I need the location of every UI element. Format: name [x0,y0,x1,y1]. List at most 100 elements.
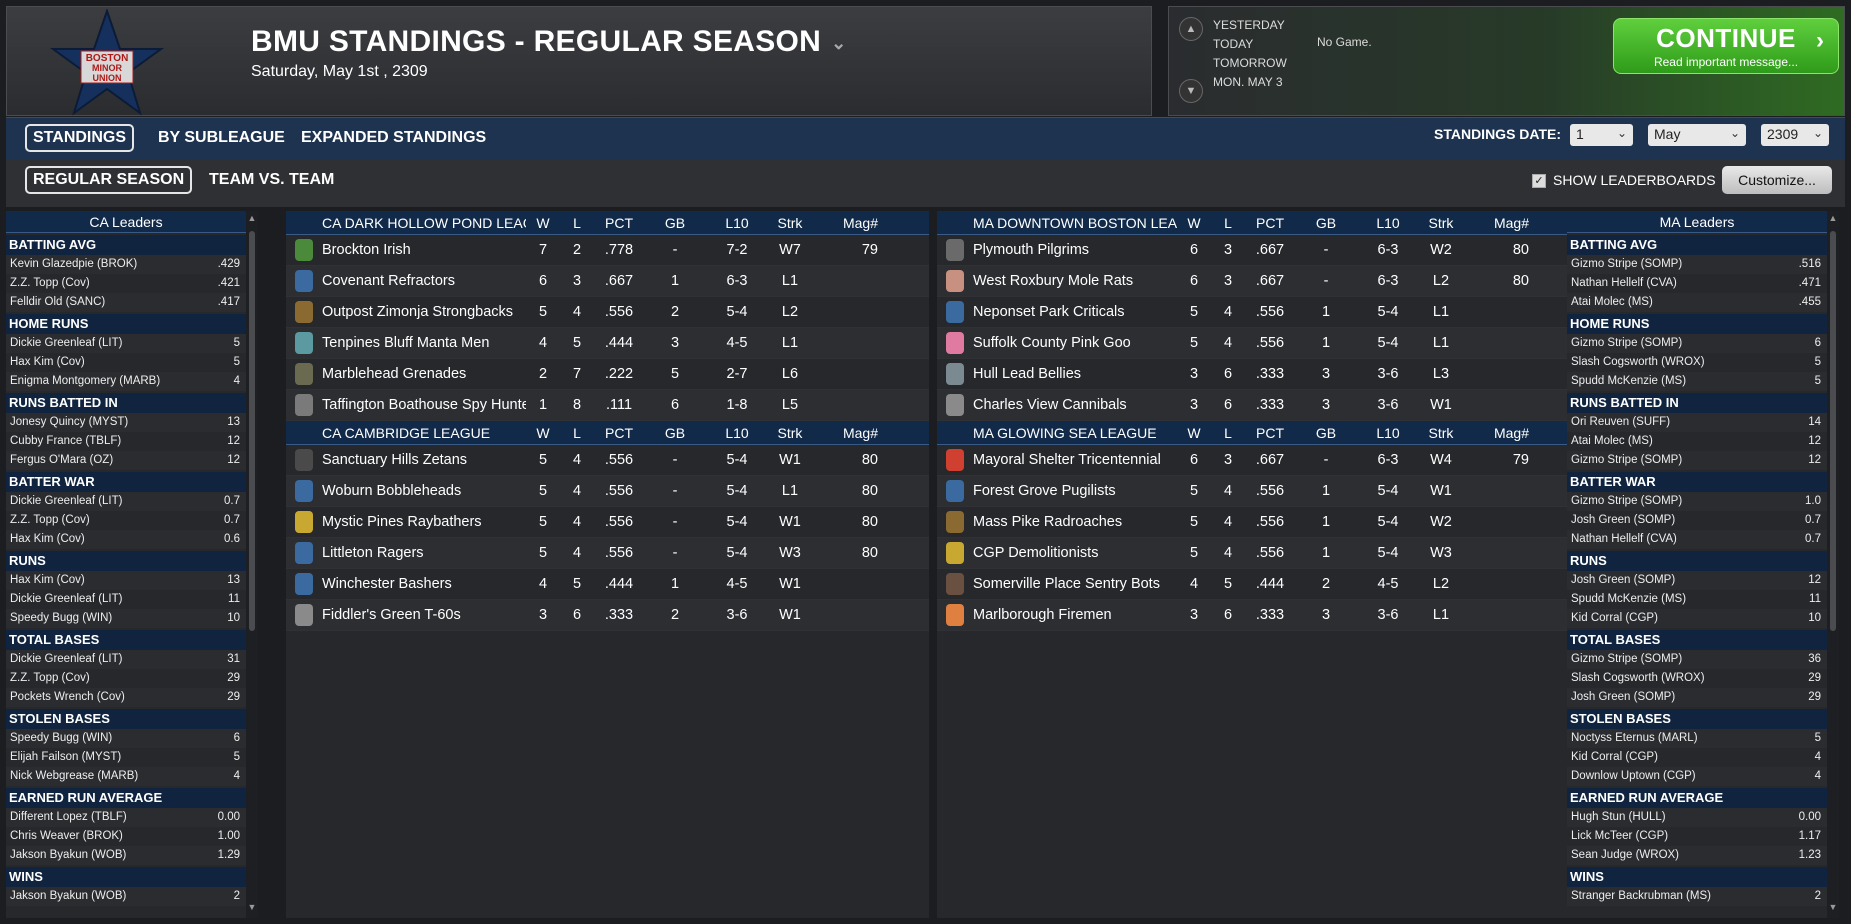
player-name[interactable]: Josh Green (SOMP) [1571,514,1676,526]
leader-row[interactable]: Kid Corral (CGP) 10 [1567,609,1827,628]
league-name[interactable]: MA GLOWING SEA LEAGUE [973,424,1157,441]
team-row[interactable]: Taffington Boathouse Spy Hunters 1 8 .111 6 1… [286,390,929,421]
team-row[interactable]: Suffolk County Pink Goo 5 4 .556 1 5-4 L1 [937,328,1580,359]
leader-row[interactable]: Kid Corral (CGP) 4 [1567,748,1827,767]
team-row[interactable]: Plymouth Pilgrims 6 3 .667 - 6-3 W2 80 [937,235,1580,266]
column-header[interactable]: GB [1315,214,1337,231]
continue-button[interactable]: CONTINUE Read important message... › [1613,18,1839,74]
player-name[interactable]: Jakson Byakun (WOB) [10,890,127,902]
player-name[interactable]: Hax Kim (Cov) [10,574,85,586]
player-name[interactable]: Downlow Uptown (CGP) [1571,770,1696,782]
player-name[interactable]: Pockets Wrench (Cov) [10,691,125,703]
leader-row[interactable]: Z.Z. Topp (Cov) 0.7 [6,511,246,530]
team-row[interactable]: Sanctuary Hills Zetans 5 4 .556 - 5-4 W1 80 [286,445,929,476]
schedule-day[interactable]: TOMORROW [1213,56,1287,70]
leader-row[interactable]: Speedy Bugg (WIN) 10 [6,609,246,628]
leader-row[interactable]: Noctyss Eternus (MARL) 5 [1567,729,1827,748]
team-row[interactable]: Forest Grove Pugilists 5 4 .556 1 5-4 W1 [937,476,1580,507]
player-name[interactable]: Noctyss Eternus (MARL) [1571,732,1698,744]
leader-row[interactable]: Atai Molec (MS) .455 [1567,293,1827,312]
player-name[interactable]: Z.Z. Topp (Cov) [10,672,90,684]
leader-row[interactable]: Fergus O'Mara (OZ) 12 [6,451,246,470]
team-row[interactable]: Fiddler's Green T-60s 3 6 .333 2 3-6 W1 [286,600,929,631]
leader-row[interactable]: Lick McTeer (CGP) 1.17 [1567,827,1827,846]
scrollbar[interactable]: ▲ ▼ [1827,211,1839,918]
leader-row[interactable]: Jakson Byakun (WOB) 2 [6,887,246,906]
page-title[interactable]: BMU STANDINGS - REGULAR SEASON [251,25,822,58]
schedule-day[interactable]: TODAY [1213,37,1254,51]
column-header[interactable]: PCT [605,214,633,231]
player-name[interactable]: Spudd McKenzie (MS) [1571,593,1687,605]
scroll-down-icon[interactable]: ▼ [1828,902,1838,912]
player-name[interactable]: Gizmo Stripe (SOMP) [1571,454,1683,466]
column-header[interactable]: GB [664,424,686,441]
player-name[interactable]: Speedy Bugg (WIN) [10,732,113,744]
column-header[interactable]: Strk [777,424,803,441]
column-header[interactable]: Mag# [842,424,878,441]
column-header[interactable]: L10 [1376,214,1400,231]
team-name[interactable]: Suffolk County Pink Goo [973,335,1131,351]
player-name[interactable]: Dickie Greenleaf (LIT) [10,337,123,349]
leader-row[interactable]: Nick Webgrease (MARB) 4 [6,767,246,786]
player-name[interactable]: Z.Z. Topp (Cov) [10,514,90,526]
scroll-up-icon[interactable]: ▲ [1828,213,1838,223]
column-header[interactable]: Strk [777,214,803,231]
player-name[interactable]: Kid Corral (CGP) [1571,612,1658,624]
team-row[interactable]: West Roxbury Mole Rats 6 3 .667 - 6-3 L2 80 [937,266,1580,297]
column-header[interactable]: GB [1315,424,1337,441]
column-header[interactable]: Strk [1428,424,1454,441]
leader-row[interactable]: Jakson Byakun (WOB) 1.29 [6,846,246,865]
player-name[interactable]: Atai Molec (MS) [1571,435,1653,447]
leader-row[interactable]: Sean Judge (WROX) 1.23 [1567,846,1827,865]
player-name[interactable]: Ori Reuven (SUFF) [1571,416,1671,428]
team-name[interactable]: Neponset Park Criticals [973,304,1125,320]
player-name[interactable]: Gizmo Stripe (SOMP) [1571,653,1683,665]
leader-row[interactable]: Speedy Bugg (WIN) 6 [6,729,246,748]
column-header[interactable]: PCT [1256,424,1284,441]
chevron-down-icon[interactable]: ▼ [1179,79,1203,103]
team-row[interactable]: Marblehead Grenades 2 7 .222 5 2-7 L6 [286,359,929,390]
leader-row[interactable]: Dickie Greenleaf (LIT) 31 [6,650,246,669]
leader-row[interactable]: Z.Z. Topp (Cov) 29 [6,669,246,688]
team-name[interactable]: Taffington Boathouse Spy Hunters [322,397,526,413]
column-header[interactable]: L10 [725,214,749,231]
tab-by-subleague[interactable]: BY SUBLEAGUE [158,129,285,146]
player-name[interactable]: Chris Weaver (BROK) [10,830,123,842]
player-name[interactable]: Kevin Glazedpie (BROK) [10,258,138,270]
player-name[interactable]: Hugh Stun (HULL) [1571,811,1666,823]
team-row[interactable]: Hull Lead Bellies 3 6 .333 3 3-6 L3 [937,359,1580,390]
team-row[interactable]: Charles View Cannibals 3 6 .333 3 3-6 W1 [937,390,1580,421]
team-name[interactable]: Charles View Cannibals [973,397,1127,413]
player-name[interactable]: Jakson Byakun (WOB) [10,849,127,861]
column-header[interactable]: Strk [1428,214,1454,231]
column-header[interactable]: Mag# [842,214,878,231]
team-row[interactable]: Neponset Park Criticals 5 4 .556 1 5-4 L1 [937,297,1580,328]
team-name[interactable]: Plymouth Pilgrims [973,242,1090,258]
leader-row[interactable]: Gizmo Stripe (SOMP) 36 [1567,650,1827,669]
player-name[interactable]: Felldir Old (SANC) [10,296,106,308]
player-name[interactable]: Stranger Backrubman (MS) [1571,890,1711,902]
team-name[interactable]: Winchester Bashers [322,576,452,592]
customize-button[interactable]: Customize... [1722,166,1832,194]
show-leaderboards-checkbox[interactable]: ✓ [1532,174,1546,188]
team-name[interactable]: Mayoral Shelter Tricentennial [973,452,1161,468]
leader-row[interactable]: Gizmo Stripe (SOMP) 12 [1567,451,1827,470]
team-row[interactable]: Mass Pike Radroaches 5 4 .556 1 5-4 W2 [937,507,1580,538]
chevron-up-icon[interactable]: ▲ [1179,17,1203,41]
leader-row[interactable]: Hax Kim (Cov) 0.6 [6,530,246,549]
tab-regular-season[interactable]: REGULAR SEASON [25,166,193,194]
leader-row[interactable]: Nathan Hellelf (CVA) .471 [1567,274,1827,293]
team-name[interactable]: Covenant Refractors [322,273,455,289]
column-header[interactable]: PCT [605,424,633,441]
league-name[interactable]: CA DARK HOLLOW POND LEAGUE [322,214,526,231]
player-name[interactable]: Atai Molec (MS) [1571,296,1653,308]
scroll-thumb[interactable] [1830,231,1836,631]
team-name[interactable]: Mass Pike Radroaches [973,514,1123,530]
team-name[interactable]: Marblehead Grenades [322,366,467,382]
year-select[interactable]: 2309 ⌄ [1761,124,1829,146]
team-row[interactable]: Outpost Zimonja Strongbacks 5 4 .556 2 5-4 L2 [286,297,929,328]
player-name[interactable]: Dickie Greenleaf (LIT) [10,495,123,507]
leader-row[interactable]: Different Lopez (TBLF) 0.00 [6,808,246,827]
player-name[interactable]: Nathan Hellelf (CVA) [1571,277,1677,289]
column-header[interactable]: L10 [1376,424,1400,441]
